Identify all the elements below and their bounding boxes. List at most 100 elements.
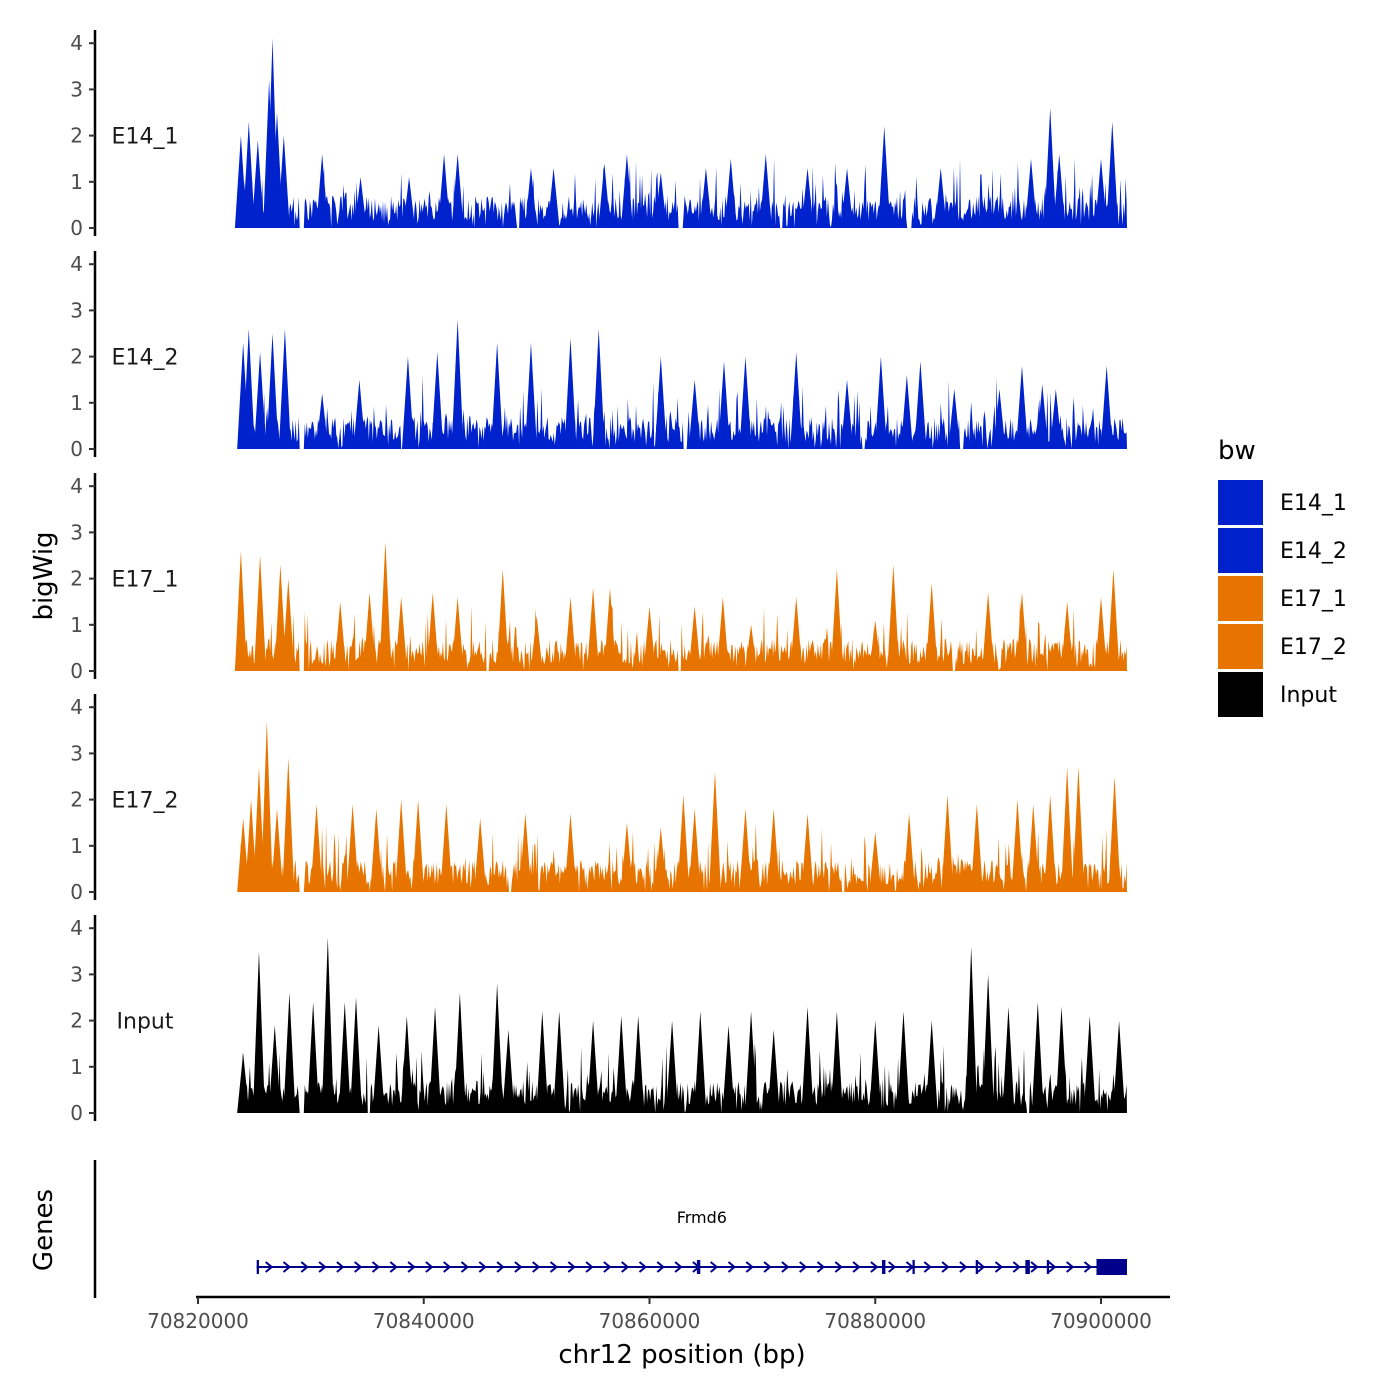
signal-peak [1036, 384, 1049, 449]
signal-peak [350, 997, 363, 1113]
signal-peak [993, 388, 1006, 449]
strand-arrow [941, 1261, 950, 1273]
signal-peak [451, 319, 464, 449]
y-tick-label: 2 [70, 345, 83, 369]
signal-peak [316, 393, 329, 449]
legend-label: E14_1 [1280, 491, 1347, 516]
signal-peak [767, 1029, 780, 1113]
legend-label: E17_1 [1280, 587, 1347, 612]
legend-label: Input [1280, 683, 1337, 708]
signal-area-E14_1 [239, 61, 1128, 229]
strand-arrow [905, 1261, 915, 1273]
track-E17_2: 0 1 2 3 4 E17_2 [70, 694, 1128, 904]
signal-peak [759, 154, 772, 228]
y-tick-label: 3 [70, 962, 83, 986]
signal-peak [530, 615, 543, 671]
strand-arrow [656, 1261, 665, 1273]
signal-peak [491, 983, 504, 1113]
gene-exon [256, 1260, 259, 1274]
signal-peak [632, 1015, 645, 1113]
gene-exon [1025, 1260, 1030, 1274]
strand-arrow [603, 1261, 612, 1273]
signal-peak [830, 1011, 843, 1113]
signal-peak [564, 813, 577, 892]
signal-peak [934, 167, 947, 228]
x-tick-label: 70880000 [824, 1309, 926, 1333]
strand-arrow [781, 1261, 790, 1273]
signal-peak [401, 356, 414, 449]
signal-peak [400, 1015, 413, 1113]
legend-swatch [1218, 672, 1263, 717]
signal-peak [1044, 107, 1057, 228]
y-tick-label: 4 [70, 916, 83, 940]
strand-arrow [888, 1261, 897, 1273]
signal-peak [587, 1020, 600, 1113]
gene-exon [1046, 1260, 1050, 1274]
track-label: E14_2 [112, 346, 179, 371]
signal-peak [519, 813, 532, 892]
x-tick-label: 70900000 [1050, 1309, 1152, 1333]
x-axis: 70820000 70840000 70860000 70880000 70900000 [147, 1295, 1170, 1333]
strand-arrow [745, 1261, 754, 1273]
signal-peak [346, 804, 359, 892]
strand-arrow [425, 1261, 434, 1273]
signal-peak [878, 126, 891, 228]
signal-peak [1011, 799, 1024, 892]
signal-peak [553, 1011, 566, 1113]
signal-peak [234, 550, 247, 671]
strand-arrow [710, 1261, 719, 1273]
signal-peak [654, 827, 667, 892]
signal-peak [266, 333, 279, 449]
strand-arrow [959, 1261, 968, 1273]
strand-arrow [371, 1261, 381, 1273]
signal-peak [598, 163, 611, 228]
signal-peak [502, 1029, 515, 1113]
signal-peak [897, 1011, 910, 1113]
signal-peak [451, 154, 464, 228]
signal-peak [395, 799, 408, 892]
signal-peak [722, 1025, 735, 1113]
signal-peak [603, 587, 616, 671]
strand-arrow [300, 1261, 309, 1273]
signal-peak [1002, 1006, 1015, 1113]
signal-peak [429, 1006, 442, 1113]
legend: bw E14_1 E14_2 E17_1 E17_2 Input [1218, 436, 1347, 717]
signal-peak [252, 951, 265, 1113]
strand-arrow [282, 1261, 292, 1273]
gene-exon [696, 1260, 701, 1274]
x-tick-label: 70820000 [147, 1309, 249, 1333]
y-tick-label: 1 [70, 391, 83, 415]
strand-arrow [763, 1261, 772, 1273]
signal-peak [1107, 569, 1120, 671]
signal-peak [666, 1020, 679, 1113]
x-axis-title: chr12 position (bp) [558, 1340, 805, 1370]
y-tick-label: 4 [70, 252, 83, 276]
signal-peak [260, 721, 273, 892]
legend-label: E17_2 [1280, 635, 1347, 660]
signal-peak [869, 620, 882, 671]
signal-peak [869, 1020, 882, 1113]
signal-peak [914, 361, 927, 449]
signal-peak [925, 1020, 938, 1113]
y-tick-label: 1 [70, 834, 83, 858]
strand-arrow [460, 1261, 470, 1273]
signal-peak [716, 597, 729, 671]
signal-peak [694, 1011, 707, 1113]
signal-peak [1095, 158, 1107, 228]
signal-peak [431, 351, 444, 449]
y-tick-label: 0 [70, 437, 83, 461]
bigwig-tracks: 0 1 2 3 4 E14_1 0 1 2 3 4 E14_2 0 1 2 3 4 E17_1 0 1 2 3 4 E17_2… [70, 30, 1128, 1125]
signal-peak [874, 356, 887, 449]
x-tick-label: 70860000 [599, 1309, 701, 1333]
signal-peak [767, 808, 780, 892]
signal-peak [321, 937, 334, 1113]
signal-peak [717, 361, 730, 449]
signal-peak [1027, 804, 1040, 892]
y-axis-title: bigWig [29, 531, 59, 620]
signal-peak [282, 578, 295, 671]
strand-arrow [532, 1261, 541, 1273]
signal-peak [1095, 597, 1107, 671]
signal-peak [790, 597, 803, 671]
strand-arrow [354, 1261, 363, 1273]
signal-peak [1072, 767, 1085, 892]
